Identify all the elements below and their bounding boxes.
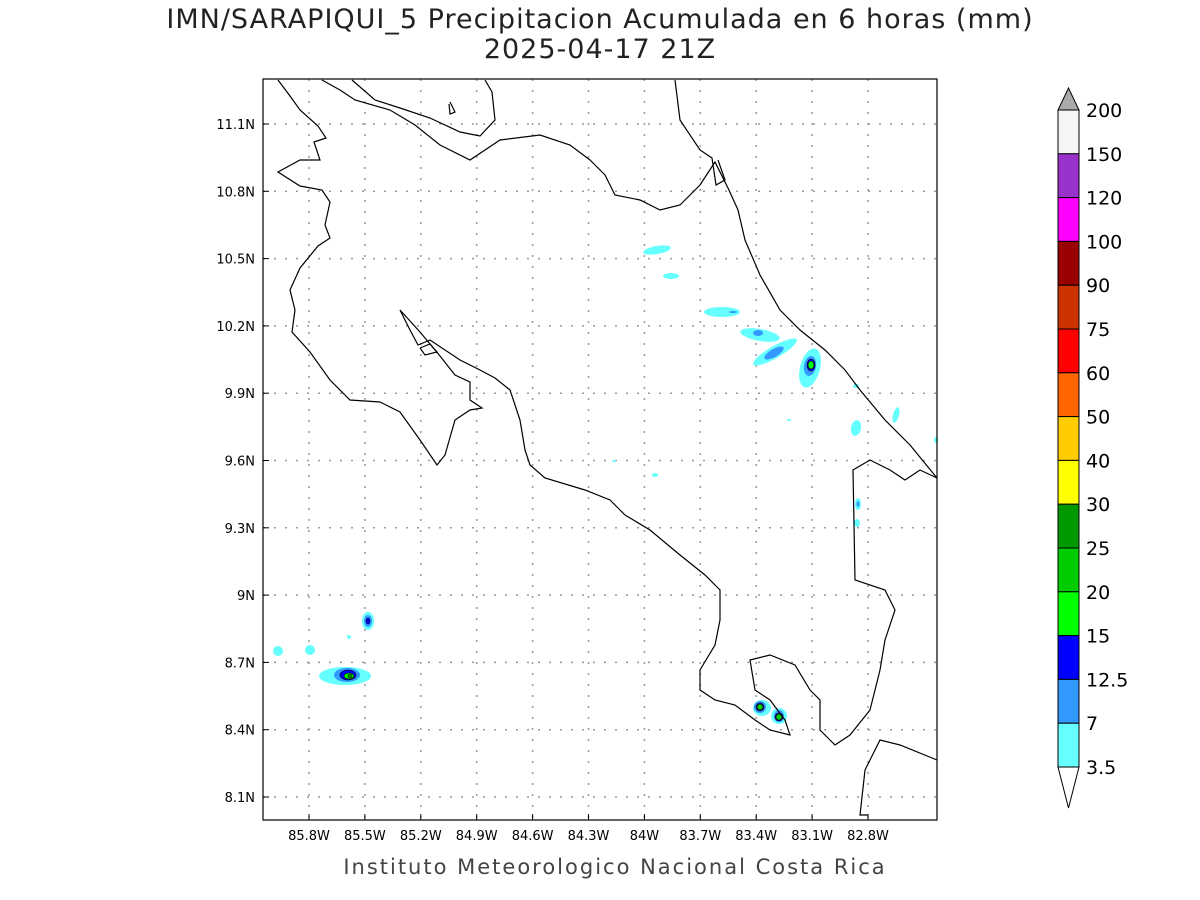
colorbar-label: 60 xyxy=(1086,363,1110,385)
lat-tick-label: 8.7N xyxy=(225,656,255,671)
colorbar-swatch xyxy=(1057,459,1080,505)
colorbar-swatch xyxy=(1057,591,1080,637)
colorbar-swatch xyxy=(1057,503,1080,549)
lat-tick-label: 9.9N xyxy=(225,387,255,402)
colorbar-label: 90 xyxy=(1086,275,1110,297)
lon-tick-label: 82.8W xyxy=(847,829,889,844)
colorbar-under-arrow xyxy=(1057,766,1080,809)
precip-area xyxy=(612,460,616,462)
lon-tick-label: 84.9W xyxy=(456,829,498,844)
colorbar-swatch xyxy=(1057,240,1080,286)
precip-area xyxy=(787,419,791,421)
credit-text: Instituto Meteorologico Nacional Costa R… xyxy=(343,855,887,879)
colorbar-swatch xyxy=(1057,109,1080,155)
lon-tick-label: 85.5W xyxy=(344,829,386,844)
colorbar-label: 200 xyxy=(1086,100,1122,122)
precip-area xyxy=(753,330,763,336)
precip-area xyxy=(892,407,900,423)
colorbar-label: 120 xyxy=(1086,188,1122,210)
lat-tick-label: 10.5N xyxy=(216,253,255,268)
precip-area xyxy=(756,703,764,711)
lon-tick-label: 84.3W xyxy=(568,829,610,844)
lat-tick-label: 10.2N xyxy=(216,320,255,335)
precip-area xyxy=(850,420,862,436)
precip-area xyxy=(704,307,740,317)
lon-tick-label: 84.6W xyxy=(512,829,554,844)
colorbar-legend: 200 150 120 100 90 75 60 50 40 30 25 20 15 12.5 7 3.5 xyxy=(1057,86,1128,809)
lat-tick-label: 11.1N xyxy=(216,118,255,133)
colorbar-swatch xyxy=(1057,547,1080,593)
colorbar-label: 75 xyxy=(1086,319,1110,341)
colorbar-swatch xyxy=(1057,372,1080,418)
colorbar-label: 3.5 xyxy=(1086,757,1116,779)
lon-tick-label: 85.8W xyxy=(288,829,330,844)
colorbar-label: 100 xyxy=(1086,231,1122,253)
colorbar-swatch xyxy=(1057,197,1080,242)
lon-tick-label: 84W xyxy=(630,829,660,844)
lon-tick-label: 83.4W xyxy=(735,829,777,844)
precip-area xyxy=(807,360,815,370)
precip-area xyxy=(643,245,671,255)
map-subtitle: 2025-04-17 21Z xyxy=(483,34,717,65)
colorbar-label: 25 xyxy=(1086,538,1110,560)
colorbar-label: 50 xyxy=(1086,407,1110,429)
colorbar-label: 15 xyxy=(1086,626,1110,648)
lon-tick-label: 85.2W xyxy=(400,829,442,844)
map-title: IMN/SARAPIQUI_5 Precipitacion Acumulada … xyxy=(166,4,1034,35)
precip-area xyxy=(764,346,784,360)
precipitation-fields xyxy=(273,245,938,724)
colorbar-label: 40 xyxy=(1086,450,1110,472)
colorbar-label: 7 xyxy=(1086,713,1098,735)
precip-area xyxy=(365,617,371,625)
axis-ticks: 85.8W 85.5W 85.2W 84.9W 84.6W 84.3W 84W 83.7W 83… xyxy=(216,118,889,844)
precip-area xyxy=(775,713,783,721)
precip-area xyxy=(854,519,860,527)
colorbar-label: 12.5 xyxy=(1086,669,1128,691)
colorbar-over-arrow xyxy=(1057,86,1080,111)
precip-area xyxy=(347,635,351,639)
gridlines xyxy=(263,79,937,820)
colorbar-swatch xyxy=(1057,284,1080,330)
lon-tick-label: 83.7W xyxy=(679,829,721,844)
lat-tick-label: 8.1N xyxy=(225,791,255,806)
lat-tick-label: 9.6N xyxy=(225,455,255,470)
precip-area xyxy=(347,673,353,679)
colorbar-swatch xyxy=(1057,722,1080,768)
colorbar-label: 20 xyxy=(1086,582,1110,604)
colorbar-swatch xyxy=(1057,635,1080,680)
coastlines-borders xyxy=(276,79,938,816)
lat-tick-label: 9N xyxy=(237,589,255,604)
colorbar-swatch xyxy=(1057,328,1080,374)
colorbar-swatch xyxy=(1057,416,1080,461)
precip-area xyxy=(729,311,737,313)
precip-area xyxy=(305,645,315,655)
colorbar-label: 150 xyxy=(1086,144,1122,166)
lat-tick-label: 9.3N xyxy=(225,522,255,537)
precip-area xyxy=(652,473,658,477)
lat-tick-label: 8.4N xyxy=(225,724,255,739)
lat-tick-label: 10.8N xyxy=(216,185,255,200)
colorbar-swatch xyxy=(1057,678,1080,724)
precip-area xyxy=(663,273,679,279)
colorbar-swatch xyxy=(1057,153,1080,199)
lon-tick-label: 83.1W xyxy=(791,829,833,844)
colorbar-label: 30 xyxy=(1086,494,1110,516)
precip-area xyxy=(273,646,283,656)
precip-area xyxy=(856,501,860,507)
map-frame xyxy=(262,78,938,821)
